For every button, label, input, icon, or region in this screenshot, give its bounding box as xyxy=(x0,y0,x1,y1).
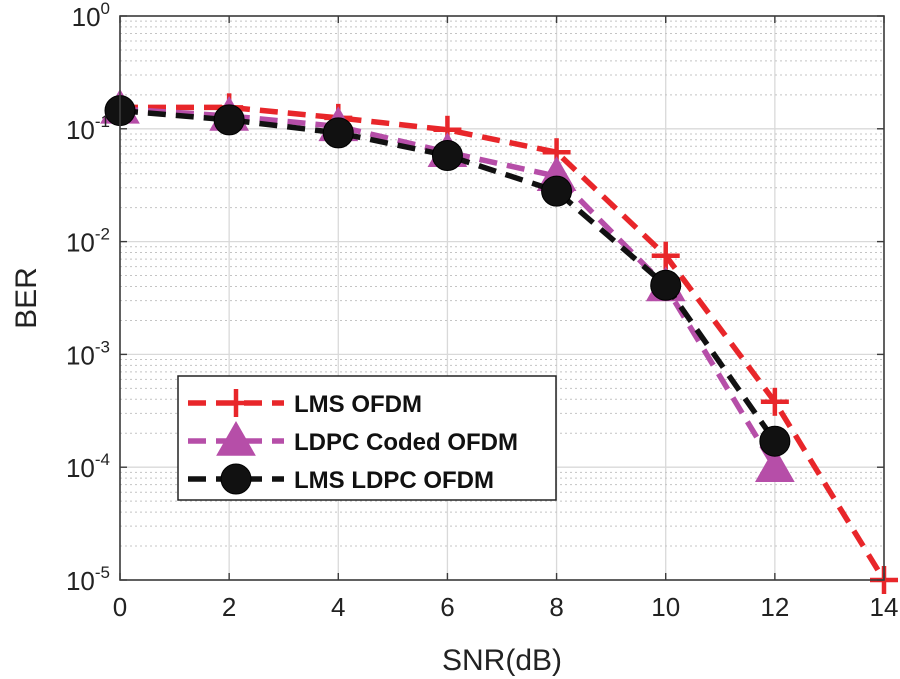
x-tick-label: 4 xyxy=(331,592,345,622)
x-tick-label: 12 xyxy=(760,592,789,622)
y-tick-exponent: -4 xyxy=(95,450,110,469)
y-tick-label: 10-2 xyxy=(66,225,110,258)
data-point xyxy=(754,447,795,482)
y-tick-label: 100 xyxy=(72,0,110,32)
y-tick-base: 10 xyxy=(66,228,95,258)
data-point xyxy=(431,139,463,171)
y-tick-base: 10 xyxy=(66,566,95,596)
legend-item-ldpc-coded-ofdm: LDPC Coded OFDM xyxy=(188,420,518,456)
legend-item-lms-ldpc-ofdm: LMS LDPC OFDM xyxy=(188,463,494,495)
y-tick-label: 10-5 xyxy=(66,563,110,596)
y-tick-exponent: -2 xyxy=(95,225,110,244)
y-tick-label: 10-1 xyxy=(66,112,110,145)
data-point xyxy=(541,175,573,207)
y-tick-base: 10 xyxy=(72,2,101,32)
legend-marker xyxy=(222,389,250,417)
x-tick-label: 10 xyxy=(651,592,680,622)
data-point xyxy=(651,241,680,270)
y-tick-exponent: -3 xyxy=(95,337,110,356)
y-axis-label: BER xyxy=(10,267,43,329)
y-tick-exponent: -5 xyxy=(95,563,110,582)
legend-marker xyxy=(216,420,256,456)
series-lms-ldpc-ofdm xyxy=(104,95,791,457)
plot-frame xyxy=(119,15,885,581)
y-tick-base: 10 xyxy=(66,115,95,145)
x-tick-label: 14 xyxy=(870,592,899,622)
y-tick-base: 10 xyxy=(66,340,95,370)
x-tick-label: 6 xyxy=(440,592,454,622)
x-tick-labels: 0 2 4 6 8 10 12 14 xyxy=(113,592,899,622)
y-tick-label: 10-4 xyxy=(66,450,110,483)
legend: LMS OFDM LDPC Coded OFDM LMS LDPC OFDM xyxy=(177,375,557,501)
x-tick-label: 8 xyxy=(549,592,563,622)
y-tick-exponent: 0 xyxy=(101,0,110,18)
series-line xyxy=(120,104,887,582)
data-point xyxy=(759,425,791,457)
legend-label: LMS LDPC OFDM xyxy=(294,467,494,494)
legend-item-lms-ofdm: LMS OFDM xyxy=(188,389,422,418)
x-tick-label: 2 xyxy=(222,592,236,622)
y-tick-label: 10-3 xyxy=(66,337,110,370)
legend-marker xyxy=(220,463,252,495)
data-point xyxy=(322,117,354,149)
data-point xyxy=(760,387,789,416)
legend-label: LMS OFDM xyxy=(294,391,422,418)
data-point xyxy=(650,269,682,301)
y-tick-base: 10 xyxy=(66,453,95,483)
x-tick-label: 0 xyxy=(113,592,127,622)
axis-ticks xyxy=(119,15,885,581)
data-point xyxy=(213,104,245,136)
legend-label: LDPC Coded OFDM xyxy=(294,429,518,456)
y-tick-exponent: -1 xyxy=(95,112,110,131)
series-lms-ofdm xyxy=(106,93,898,594)
x-axis-label: SNR(dB) xyxy=(442,644,562,677)
series-layer xyxy=(100,88,898,594)
